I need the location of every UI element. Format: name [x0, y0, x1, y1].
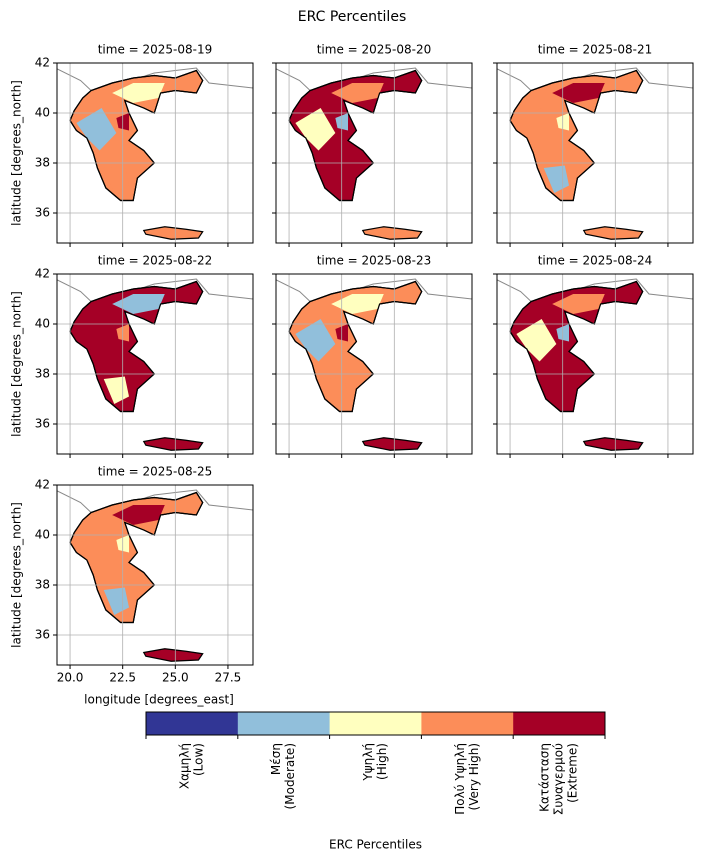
map-area	[57, 274, 253, 454]
land-outline	[288, 280, 423, 413]
y-tick-label: 40	[35, 528, 50, 542]
y-axis-label: latitude [degrees_north]	[10, 291, 24, 437]
y-tick-label: 42	[35, 478, 50, 492]
panel-frame	[56, 62, 254, 244]
panel-frame	[496, 273, 694, 455]
region	[331, 294, 384, 314]
panel-title: time = 2025-08-24	[538, 254, 653, 268]
panel-title: time = 2025-08-19	[98, 43, 213, 57]
colorbar-label: Πολύ Υψηλή	[453, 743, 467, 815]
y-tick-label: 36	[35, 628, 50, 642]
map-panel: time = 2025-08-20	[272, 43, 473, 247]
x-tick-label: 27.5	[215, 671, 242, 685]
panel-frame	[56, 273, 254, 455]
x-tick-label: 22.5	[109, 671, 136, 685]
x-axis-label: longitude [degrees_east]	[84, 693, 234, 707]
colorbar-segment	[146, 712, 239, 735]
y-tick-label: 40	[35, 317, 50, 331]
y-tick-label: 42	[35, 56, 50, 70]
region	[295, 108, 336, 151]
y-tick-label: 38	[35, 367, 50, 381]
land-outline	[69, 491, 204, 624]
y-tick-label: 42	[35, 267, 50, 281]
colorbar-label: Μέση	[269, 743, 283, 775]
colorbar-label: Υψηλή	[361, 743, 375, 782]
colorbar-segment	[513, 712, 606, 735]
region	[552, 294, 605, 314]
region	[331, 83, 384, 103]
panel-title: time = 2025-08-25	[98, 465, 213, 479]
colorbar-label: Συναγερμού	[552, 743, 566, 815]
colorbar-label: Κατάσταση	[538, 743, 552, 812]
land-outline	[69, 280, 204, 413]
x-tick-label: 20.0	[57, 671, 84, 685]
land-outline	[69, 69, 204, 202]
colorbar-label: (Low)	[191, 743, 205, 776]
panel-frame	[275, 62, 473, 244]
map-panel: time = 2025-08-24	[493, 254, 694, 458]
region	[516, 319, 557, 362]
chart-title: ERC Percentiles	[298, 9, 406, 25]
map-panel: 36 38 40 42 time = 2025-08-19 latitude [degre…	[10, 43, 254, 247]
y-tick-label: 38	[35, 156, 50, 170]
colorbar-label: (Extreme)	[566, 743, 580, 803]
panel-frame	[275, 273, 473, 455]
map-area	[276, 63, 472, 243]
x-tick-label: 25.0	[162, 671, 189, 685]
map-area	[497, 63, 693, 243]
colorbar-title: ERC Percentiles	[329, 838, 422, 852]
map-panel: time = 2025-08-23	[272, 254, 473, 458]
land-outline	[288, 69, 423, 202]
y-axis-label: latitude [degrees_north]	[10, 80, 24, 226]
colorbar-label: (Very High)	[467, 743, 481, 810]
map-panel: 36 38 40 42 time = 2025-08-22 latitude [degre…	[10, 254, 254, 458]
island	[142, 648, 204, 662]
region	[76, 530, 117, 573]
region	[76, 108, 117, 151]
colorbar-label: (High)	[375, 743, 389, 780]
island	[361, 437, 423, 451]
colorbar-segment	[421, 712, 514, 735]
panel-title: time = 2025-08-21	[538, 43, 653, 57]
island	[361, 226, 423, 240]
island	[582, 226, 644, 240]
y-tick-label: 36	[35, 417, 50, 431]
map-area	[57, 485, 253, 665]
colorbar-frame	[145, 711, 606, 736]
map-panel: 36 38 40 42 20.0 22.5 25.0 27.5 time = 2025-08-2…	[10, 465, 254, 707]
land-outline	[509, 280, 644, 413]
panel-title: time = 2025-08-22	[98, 254, 213, 268]
region	[516, 108, 557, 151]
region	[112, 294, 165, 314]
map-panel: time = 2025-08-21	[493, 43, 694, 247]
colorbar-label: Χαμηλή	[177, 743, 191, 789]
colorbar-label: (Moderate)	[283, 743, 297, 809]
region	[552, 83, 605, 103]
panel-frame	[56, 484, 254, 666]
land-outline	[509, 69, 644, 202]
region	[112, 505, 165, 525]
colorbar-segment	[329, 712, 422, 735]
map-area	[497, 274, 693, 454]
island	[142, 437, 204, 451]
region	[112, 83, 165, 103]
y-tick-label: 36	[35, 206, 50, 220]
panel-title: time = 2025-08-23	[317, 254, 432, 268]
map-area	[276, 274, 472, 454]
island	[582, 437, 644, 451]
y-tick-label: 38	[35, 578, 50, 592]
y-tick-label: 40	[35, 106, 50, 120]
island	[142, 226, 204, 240]
region	[295, 319, 336, 362]
region	[76, 319, 117, 362]
colorbar-segment	[237, 712, 331, 735]
map-area	[57, 63, 253, 243]
panel-frame	[496, 62, 694, 244]
panel-title: time = 2025-08-20	[317, 43, 432, 57]
y-axis-label: latitude [degrees_north]	[10, 502, 24, 648]
